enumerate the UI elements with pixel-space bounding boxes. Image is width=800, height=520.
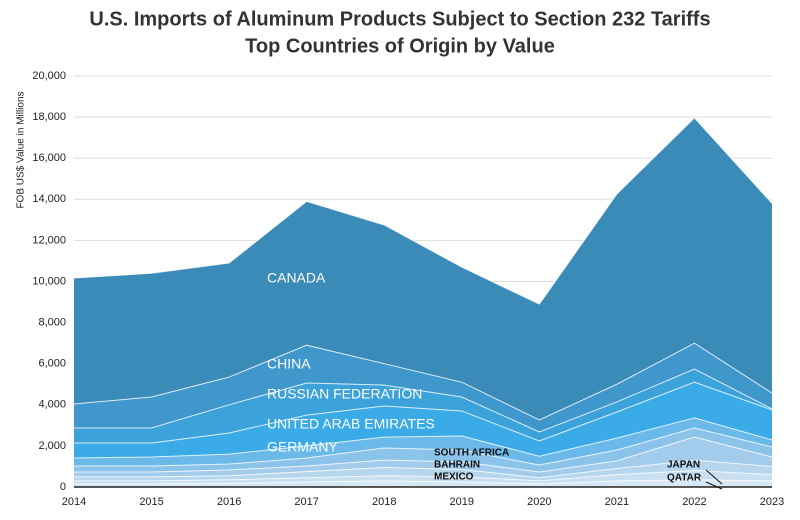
x-tick-label: 2015	[139, 496, 163, 508]
series-label: RUSSIAN FEDERATION	[267, 386, 422, 402]
series-label: CANADA	[267, 270, 326, 286]
series-label: CHINA	[267, 356, 311, 372]
area-edge	[74, 479, 773, 485]
leader-line	[705, 469, 723, 485]
y-tick-label: 0	[60, 481, 66, 493]
area-edge	[74, 470, 773, 482]
area	[74, 479, 772, 487]
x-tick-label: 2022	[682, 496, 706, 508]
series-label: GERMANY	[267, 439, 338, 455]
area-edge	[73, 417, 773, 459]
area-edge	[74, 381, 773, 444]
x-tick-label: 2020	[527, 496, 551, 508]
y-tick-label: 4,000	[38, 399, 66, 411]
area	[74, 369, 772, 444]
area	[74, 428, 772, 472]
series-label: QATAR	[667, 473, 702, 484]
area	[74, 343, 772, 432]
area	[74, 417, 772, 467]
series-label: MEXICO	[434, 472, 474, 483]
area-edge	[73, 342, 773, 421]
y-axis-label: FOB US$ Value in Millions	[16, 91, 27, 208]
x-tick-label: 2017	[294, 496, 318, 508]
series-label: SOUTH AFRICA	[434, 448, 509, 459]
y-tick-label: 8,000	[38, 317, 66, 329]
area	[74, 470, 772, 484]
area	[74, 117, 772, 421]
x-tick-label: 2021	[605, 496, 629, 508]
x-tick-label: 2023	[760, 496, 784, 508]
area-edge	[73, 117, 773, 305]
x-tick-label: 2019	[450, 496, 474, 508]
y-tick-label: 2,000	[38, 440, 66, 452]
area	[74, 460, 772, 481]
y-tick-label: 10,000	[32, 275, 66, 287]
y-tick-label: 12,000	[32, 234, 66, 246]
area-edge	[74, 368, 773, 433]
x-tick-label: 2018	[372, 496, 396, 508]
area-edge	[74, 459, 773, 479]
series-label: UNITED ARAB EMIRATES	[267, 416, 435, 432]
leader-line	[705, 481, 723, 490]
series-label: JAPAN	[667, 460, 700, 471]
area-edge	[74, 427, 773, 467]
y-tick-label: 20,000	[32, 70, 66, 82]
y-tick-label: 6,000	[38, 358, 66, 370]
chart-subtitle: Top Countries of Origin by Value	[245, 35, 555, 57]
series-label: BAHRAIN	[434, 460, 480, 471]
area	[74, 382, 772, 459]
area	[74, 437, 772, 478]
y-tick-label: 18,000	[32, 111, 66, 123]
x-tick-label: 2016	[217, 496, 241, 508]
chart-title: U.S. Imports of Aluminum Products Subjec…	[89, 8, 710, 30]
y-tick-label: 14,000	[32, 193, 66, 205]
y-tick-label: 16,000	[32, 152, 66, 164]
area-edge	[74, 436, 773, 473]
x-tick-label: 2014	[62, 496, 86, 508]
